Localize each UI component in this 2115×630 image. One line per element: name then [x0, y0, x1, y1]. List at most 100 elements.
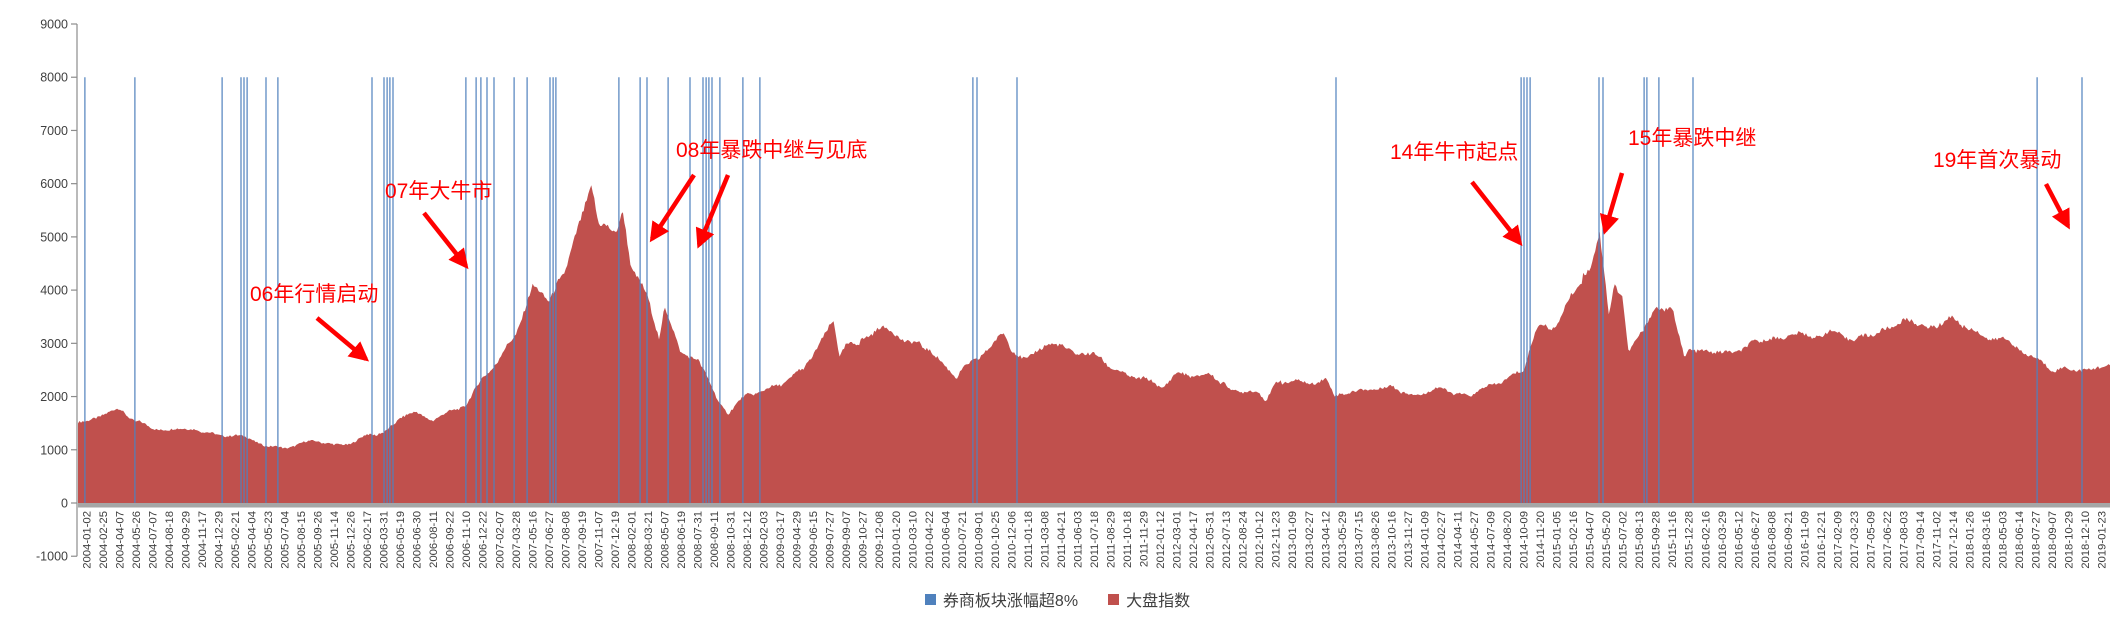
- x-axis-label: 2008-10-31: [726, 511, 738, 569]
- x-axis-label: 2008-03-21: [643, 511, 655, 569]
- x-axis-label: 2015-08-13: [1634, 511, 1646, 569]
- x-axis-label: 2011-06-03: [1073, 511, 1085, 568]
- x-axis-label: 2012-10-12: [1254, 511, 1266, 569]
- x-axis-label: 2004-08-18: [164, 511, 176, 569]
- x-axis-label: 2017-11-02: [1932, 511, 1944, 568]
- legend-swatch-broker-surge: [924, 593, 936, 605]
- x-axis-label: 2004-11-17: [197, 511, 209, 568]
- x-axis-label: 2013-01-09: [1287, 511, 1299, 569]
- annotation-arrow: [2044, 182, 2070, 230]
- x-axis-label: 2015-02-16: [1568, 511, 1580, 569]
- x-axis-label: 2007-11-07: [593, 511, 605, 568]
- x-axis-label: 2004-01-02: [81, 511, 93, 569]
- x-axis-label: 2017-08-03: [1899, 511, 1911, 569]
- x-axis-label: 2008-05-07: [660, 511, 672, 569]
- y-axis-label: 1000: [40, 443, 68, 457]
- x-axis-label: 2014-02-27: [1436, 511, 1448, 569]
- y-axis-label: 2000: [40, 390, 68, 404]
- x-axis-label: 2006-09-22: [445, 511, 457, 569]
- x-axis-label: 2017-03-23: [1849, 511, 1861, 569]
- y-axis-label: 6000: [40, 177, 68, 191]
- x-axis-label: 2006-08-11: [428, 511, 440, 568]
- x-axis-label: 2016-08-08: [1766, 511, 1778, 569]
- x-axis-label: 2008-07-31: [693, 511, 705, 569]
- x-axis-label: 2015-01-05: [1552, 511, 1564, 569]
- x-axis-label: 2010-03-10: [907, 511, 919, 569]
- x-axis-label: 2004-05-26: [131, 511, 143, 569]
- x-axis-label: 2012-01-12: [1155, 511, 1167, 569]
- x-axis-label: 2018-12-10: [2080, 511, 2092, 569]
- x-axis-label: 2016-06-27: [1750, 511, 1762, 569]
- x-axis-label: 2007-03-28: [511, 511, 523, 569]
- x-axis-label: 2005-07-04: [280, 511, 292, 569]
- x-axis-label: 2017-05-09: [1866, 511, 1878, 569]
- x-axis-label: 2006-03-31: [379, 511, 391, 569]
- x-axis-label: 2009-02-03: [759, 511, 771, 569]
- x-axis-label: 2007-09-19: [577, 511, 589, 569]
- x-axis-label: 2013-02-27: [1304, 511, 1316, 569]
- x-axis-label: 2007-05-16: [527, 511, 539, 569]
- x-axis-label: 2014-08-20: [1502, 511, 1514, 569]
- y-axis-label: 9000: [40, 18, 68, 32]
- x-axis-label: 2014-04-11: [1452, 511, 1464, 568]
- annotation-arrow: [422, 211, 469, 270]
- x-axis-label: 2011-01-18: [1023, 511, 1035, 568]
- x-axis-label: 2012-04-17: [1188, 511, 1200, 569]
- x-axis-label: 2016-02-16: [1700, 511, 1712, 569]
- x-axis-label: 2015-04-07: [1585, 511, 1597, 569]
- x-axis-label: 2016-03-29: [1717, 511, 1729, 569]
- x-axis-label: 2009-09-07: [841, 511, 853, 569]
- x-axis-label: 2005-12-26: [346, 511, 358, 569]
- x-axis-label: 2011-08-29: [1106, 511, 1118, 568]
- x-axis-label: 2010-09-01: [973, 511, 985, 569]
- x-axis-label: 2018-10-29: [2064, 511, 2076, 569]
- x-axis-label: 2007-02-07: [494, 511, 506, 569]
- x-axis-label: 2006-12-22: [478, 511, 490, 569]
- annotation-arrow: [649, 173, 696, 243]
- x-axis-label: 2010-12-06: [1006, 511, 1018, 569]
- x-axis-label: 2007-12-19: [610, 511, 622, 569]
- x-axis-label: 2009-12-08: [874, 511, 886, 569]
- x-axis-label: 2016-11-09: [1799, 511, 1811, 568]
- x-axis-label: 2014-10-09: [1519, 511, 1531, 569]
- y-axis-label: 4000: [40, 284, 68, 298]
- x-axis-label: 2011-07-18: [1089, 511, 1101, 568]
- x-axis-label: 2015-12-28: [1684, 511, 1696, 569]
- annotation-arrow: [315, 316, 370, 362]
- x-axis-label: 2009-04-29: [792, 511, 804, 569]
- x-axis-label: 2009-10-27: [858, 511, 870, 569]
- x-axis-label: 2010-01-20: [891, 511, 903, 569]
- x-axis-label: 2006-02-17: [362, 511, 374, 569]
- x-axis-label: 2012-08-24: [1238, 511, 1250, 569]
- x-axis-label: 2007-06-27: [544, 511, 556, 569]
- x-axis-label: 2010-04-22: [924, 511, 936, 569]
- x-axis-label: 2008-12-12: [742, 511, 754, 569]
- legend-label-broker-surge: 券商板块涨幅超8%: [942, 593, 1079, 610]
- x-axis-label: 2016-05-12: [1733, 511, 1745, 569]
- x-axis-label: 2009-06-15: [808, 511, 820, 569]
- legend-item-market-index: 大盘指数: [1108, 587, 1190, 611]
- x-axis-label: 2015-11-16: [1667, 511, 1679, 568]
- x-axis-label: 2008-02-01: [626, 511, 638, 569]
- y-axis-label: 5000: [40, 230, 68, 244]
- x-axis-label: 2004-07-07: [147, 511, 159, 569]
- x-axis-label: 2005-04-04: [247, 511, 259, 569]
- x-axis-label: 2011-04-21: [1056, 511, 1068, 568]
- x-axis-label: 2010-10-25: [990, 511, 1002, 569]
- x-axis-label: 2006-05-19: [395, 511, 407, 569]
- x-axis-label: 2017-06-22: [1882, 511, 1894, 569]
- x-axis-label: 2012-11-23: [1271, 511, 1283, 568]
- x-axis-label: 2013-04-12: [1320, 511, 1332, 569]
- x-axis-label: 2017-02-09: [1832, 511, 1844, 569]
- x-axis-label: 2005-11-14: [329, 511, 341, 568]
- x-axis-label: 2016-12-21: [1816, 511, 1828, 569]
- y-axis-label: 7000: [40, 124, 68, 138]
- annotation-arrow: [1599, 172, 1625, 235]
- index-area-series: [78, 185, 2110, 503]
- legend-label-market-index: 大盘指数: [1126, 593, 1191, 610]
- x-axis-label: 2008-09-11: [709, 511, 721, 568]
- x-axis-label: 2015-07-02: [1618, 511, 1630, 569]
- y-axis-label: 0: [61, 497, 68, 511]
- x-axis-label: 2018-09-07: [2047, 511, 2059, 569]
